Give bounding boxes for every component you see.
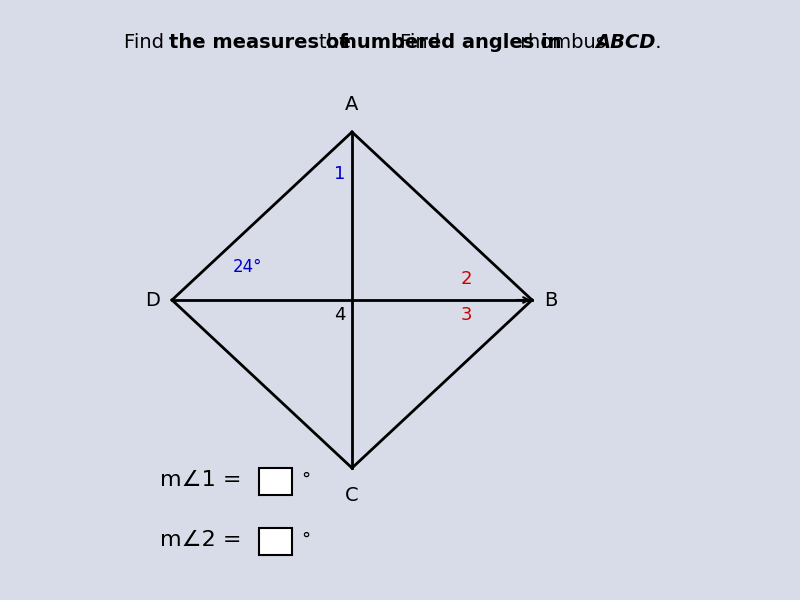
Text: .: . xyxy=(649,32,662,52)
Text: m∠2 =: m∠2 = xyxy=(160,530,249,550)
Text: °: ° xyxy=(301,531,310,549)
Text: ABCD: ABCD xyxy=(595,32,655,52)
Text: 24°: 24° xyxy=(232,258,262,276)
Text: A: A xyxy=(346,95,358,114)
Text: the measures of: the measures of xyxy=(169,32,354,52)
Text: 3: 3 xyxy=(460,306,472,324)
Text: D: D xyxy=(145,290,160,310)
Text: rhombus: rhombus xyxy=(514,32,612,52)
Text: 4: 4 xyxy=(334,306,346,324)
Text: B: B xyxy=(544,290,558,310)
Text: 2: 2 xyxy=(460,270,472,288)
FancyBboxPatch shape xyxy=(259,528,292,555)
Text: Find: Find xyxy=(400,32,446,52)
Text: Find: Find xyxy=(124,32,170,52)
Text: C: C xyxy=(345,486,359,505)
Text: °: ° xyxy=(301,471,310,489)
Text: m∠1 =: m∠1 = xyxy=(160,470,249,490)
FancyBboxPatch shape xyxy=(259,468,292,495)
Text: numbered angles in: numbered angles in xyxy=(343,32,568,52)
Text: 1: 1 xyxy=(334,165,346,183)
Text: the: the xyxy=(319,32,357,52)
